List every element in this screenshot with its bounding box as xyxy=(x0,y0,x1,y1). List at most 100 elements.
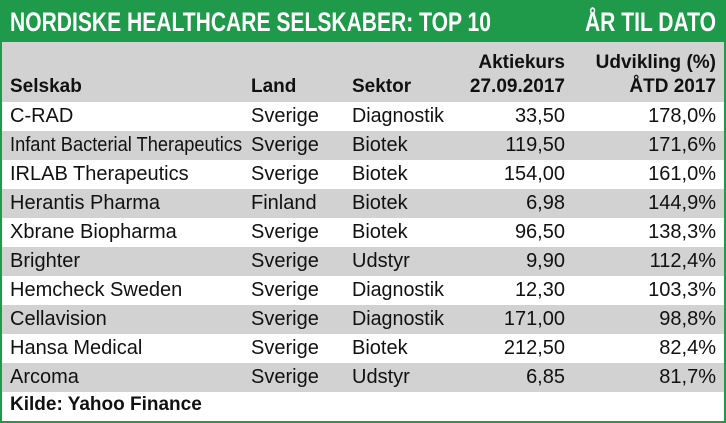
cell-sektor: Udstyr xyxy=(352,247,410,276)
column-header-land: Land xyxy=(251,76,297,97)
table-row: Brighter Sverige Udstyr 9,90 112,4% xyxy=(2,247,724,276)
cell-company-text: Herantis Pharma xyxy=(10,192,161,214)
cell-company: Arcoma xyxy=(10,363,79,392)
cell-company: Hansa Medical xyxy=(10,334,142,363)
period-badge: ÅR TIL DATO xyxy=(584,7,716,37)
cell-land-text: Sverige xyxy=(251,366,319,388)
cell-udvikling: 178,0% xyxy=(648,102,716,131)
cell-aktiekurs-text: 6,85 xyxy=(526,366,565,388)
cell-udvikling: 171,6% xyxy=(648,131,716,160)
table-row: Hansa Medical Sverige Biotek 212,50 82,4% xyxy=(2,334,724,363)
cell-company-text: Arcoma xyxy=(10,366,79,388)
cell-sektor: Biotek xyxy=(352,189,408,218)
cell-aktiekurs-text: 33,50 xyxy=(514,105,565,127)
cell-company-text: Brighter xyxy=(10,250,81,272)
cell-aktiekurs-text: 212,50 xyxy=(503,337,565,359)
cell-aktiekurs: 6,98 xyxy=(526,189,565,218)
cell-udvikling-text: 178,0% xyxy=(648,105,716,127)
table-row: Hemcheck Sweden Sverige Diagnostik 12,30 103… xyxy=(2,276,724,305)
cell-sektor-text: Biotek xyxy=(352,134,408,156)
cell-udvikling: 81,7% xyxy=(659,363,716,392)
cell-sektor: Udstyr xyxy=(352,363,410,392)
cell-sektor-text: Diagnostik xyxy=(352,105,444,127)
cell-aktiekurs-text: 9,90 xyxy=(526,250,565,272)
cell-aktiekurs: 6,85 xyxy=(526,363,565,392)
column-header-udv-period: ÅTD 2017 xyxy=(629,76,716,97)
table-row: Xbrane Biopharma Sverige Biotek 96,50 138,3% xyxy=(2,218,724,247)
cell-company-text: IRLAB Therapeutics xyxy=(10,163,189,185)
cell-udvikling-text: 171,6% xyxy=(648,134,716,156)
cell-land: Sverige xyxy=(251,247,319,276)
column-header-kurs-date: 27.09.2017 xyxy=(469,76,565,97)
cell-aktiekurs: 212,50 xyxy=(504,334,565,363)
source-note: Kilde: Yahoo Finance xyxy=(10,394,202,415)
column-header-name: Selskab xyxy=(10,76,82,97)
cell-udvikling-text: 98,8% xyxy=(659,308,716,330)
cell-sektor: Biotek xyxy=(352,160,408,189)
cell-land: Sverige xyxy=(251,305,319,334)
cell-land: Sverige xyxy=(251,160,319,189)
cell-sektor: Biotek xyxy=(352,334,408,363)
table-row: Cellavision Sverige Diagnostik 171,00 98,8% xyxy=(2,305,724,334)
title-bar: NORDISKE HEALTHCARE SELSKABER: TOP 10 ÅR… xyxy=(2,2,724,42)
cell-sektor: Diagnostik xyxy=(352,305,445,334)
cell-aktiekurs-text: 154,00 xyxy=(503,163,565,185)
cell-land-text: Sverige xyxy=(251,163,319,185)
cell-land-text: Sverige xyxy=(251,279,319,301)
cell-aktiekurs: 12,30 xyxy=(515,276,565,305)
cell-aktiekurs-text: 96,50 xyxy=(514,221,565,243)
table-title: NORDISKE HEALTHCARE SELSKABER: TOP 10 xyxy=(10,7,491,37)
cell-land-text: Sverige xyxy=(251,105,319,127)
cell-udvikling-text: 81,7% xyxy=(659,366,716,388)
table-row: Infant Bacterial Therapeutics Sverige Biot… xyxy=(2,131,724,160)
cell-company: C-RAD xyxy=(10,102,73,131)
cell-aktiekurs: 119,50 xyxy=(505,131,565,160)
cell-land-text: Sverige xyxy=(251,134,319,156)
cell-udvikling-text: 144,9% xyxy=(648,192,716,214)
cell-company: IRLAB Therapeutics xyxy=(10,160,189,189)
cell-land-text: Sverige xyxy=(251,308,319,330)
cell-land-text: Finland xyxy=(251,192,317,214)
cell-company-text: C-RAD xyxy=(10,105,74,127)
column-header-sektor: Sektor xyxy=(352,76,412,97)
cell-sektor-text: Diagnostik xyxy=(352,308,444,330)
cell-sektor: Biotek xyxy=(352,131,408,160)
cell-aktiekurs-text: 12,30 xyxy=(514,279,565,301)
cell-aktiekurs: 96,50 xyxy=(515,218,565,247)
cell-company-text: Xbrane Biopharma xyxy=(10,221,177,243)
cell-company-text: Cellavision xyxy=(10,308,107,330)
cell-aktiekurs: 171,00 xyxy=(504,305,565,334)
cell-land: Sverige xyxy=(251,276,319,305)
cell-sektor-text: Udstyr xyxy=(352,366,410,388)
cell-sektor-text: Biotek xyxy=(352,192,408,214)
cell-udvikling-text: 82,4% xyxy=(659,337,716,359)
cell-aktiekurs-text: 171,00 xyxy=(503,308,565,330)
cell-company: Hemcheck Sweden xyxy=(10,276,182,305)
cell-sektor-text: Udstyr xyxy=(352,250,410,272)
cell-udvikling: 98,8% xyxy=(659,305,716,334)
cell-udvikling: 161,0% xyxy=(648,160,716,189)
cell-company-text: Infant Bacterial Therapeutics xyxy=(10,134,243,156)
cell-land: Sverige xyxy=(251,102,319,131)
cell-udvikling-text: 112,4% xyxy=(649,250,716,272)
cell-udvikling-text: 161,0% xyxy=(648,163,716,185)
cell-land: Finland xyxy=(251,189,317,218)
cell-company-text: Hansa Medical xyxy=(10,337,143,359)
cell-sektor: Diagnostik xyxy=(352,102,445,131)
cell-udvikling: 144,9% xyxy=(648,189,716,218)
cell-udvikling-text: 103,3% xyxy=(648,279,716,301)
cell-sektor: Biotek xyxy=(352,218,408,247)
cell-udvikling-text: 138,3% xyxy=(648,221,716,243)
cell-aktiekurs: 33,50 xyxy=(515,102,565,131)
table-row: C-RAD Sverige Diagnostik 33,50 178,0% xyxy=(2,102,724,131)
table-row: IRLAB Therapeutics Sverige Biotek 154,00 161… xyxy=(2,160,724,189)
cell-land-text: Sverige xyxy=(251,250,319,272)
cell-land-text: Sverige xyxy=(251,221,319,243)
cell-land: Sverige xyxy=(251,363,319,392)
cell-land: Sverige xyxy=(251,334,319,363)
cell-udvikling: 103,3% xyxy=(648,276,716,305)
cell-aktiekurs-text: 119,50 xyxy=(505,134,565,156)
cell-company: Brighter xyxy=(10,247,80,276)
cell-aktiekurs-text: 6,98 xyxy=(526,192,565,214)
